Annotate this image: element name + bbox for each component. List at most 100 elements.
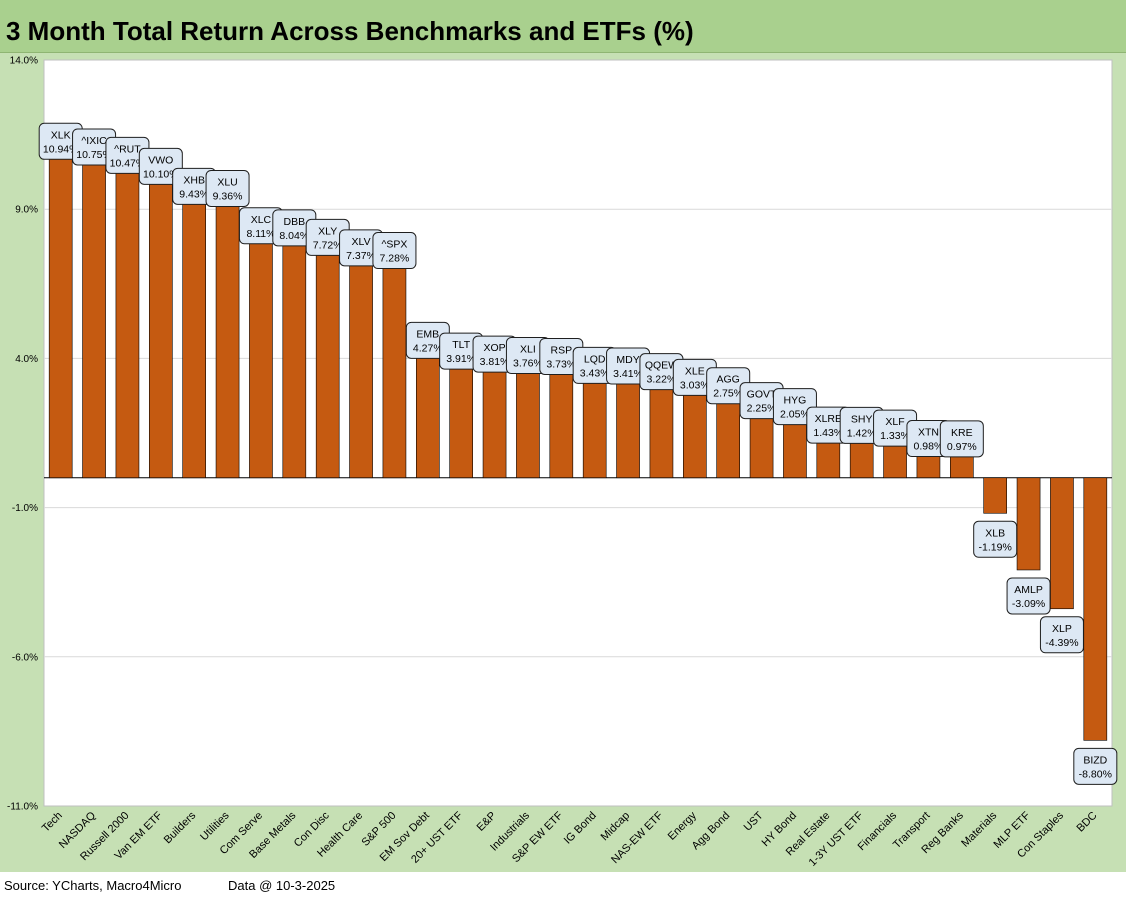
data-label: ^SPX 7.28% xyxy=(372,232,417,270)
bar xyxy=(349,257,373,479)
data-label-value: 3.22% xyxy=(647,374,677,386)
data-label-ticker: XLU xyxy=(217,176,237,188)
bar xyxy=(482,363,507,479)
data-label: XLRE 1.43% xyxy=(806,406,851,444)
bar xyxy=(1050,477,1074,610)
data-label-value: 1.33% xyxy=(880,430,910,442)
data-label-value: 10.94% xyxy=(43,143,79,155)
data-label-value: 3.81% xyxy=(480,356,510,368)
data-label: SHY 1.42% xyxy=(839,406,884,444)
bar xyxy=(48,151,73,479)
data-label: BIZD -8.80% xyxy=(1073,747,1118,785)
data-label-box xyxy=(973,520,1018,558)
data-label-ticker: DBB xyxy=(284,216,306,228)
data-label-ticker: SHY xyxy=(851,413,873,425)
data-label-ticker: RSP xyxy=(551,344,573,356)
data-label: HYG 2.05% xyxy=(772,388,817,426)
data-label: EMB 4.27% xyxy=(405,321,450,359)
data-label-value: 1.42% xyxy=(847,427,877,439)
y-tick-label: 9.0% xyxy=(15,205,38,216)
data-label-value: 7.72% xyxy=(313,239,343,251)
data-label-value: 0.97% xyxy=(947,441,977,453)
data-label: XLE 3.03% xyxy=(672,358,717,396)
data-label-ticker: XLRE xyxy=(815,413,842,425)
data-date-note: Data @ 10-3-2025 xyxy=(228,878,336,893)
data-label-value: 10.47% xyxy=(110,157,146,169)
x-tick-label: UST xyxy=(742,809,766,833)
bar xyxy=(516,365,540,479)
bar xyxy=(682,387,707,479)
data-label-ticker: XLF xyxy=(885,416,904,428)
data-label-ticker: TLT xyxy=(452,339,470,351)
data-label: AMLP -3.09% xyxy=(1006,577,1051,615)
data-label-ticker: AGG xyxy=(717,374,740,386)
data-label-ticker: LQD xyxy=(584,353,606,365)
x-tick-label: BDC xyxy=(1075,810,1100,835)
data-label: XOP 3.81% xyxy=(472,335,517,373)
data-label-value: 10.10% xyxy=(143,168,179,180)
data-label-box xyxy=(205,169,250,207)
data-label-value: 8.04% xyxy=(279,230,309,242)
data-label-box xyxy=(772,388,817,426)
bar xyxy=(282,237,307,479)
bar xyxy=(115,165,140,479)
data-label-ticker: XOP xyxy=(483,342,505,354)
data-label-value: 3.91% xyxy=(446,353,476,365)
data-label-box xyxy=(1039,616,1084,654)
data-label: KRE 0.97% xyxy=(939,420,984,458)
bar xyxy=(649,381,674,479)
data-label-value: 9.36% xyxy=(213,190,243,202)
data-label-ticker: VWO xyxy=(148,154,173,166)
x-tick-label: Midcap xyxy=(599,810,633,844)
bar xyxy=(148,176,173,479)
y-tick-label: -6.0% xyxy=(12,652,38,663)
data-label: XLC 8.11% xyxy=(238,207,283,245)
data-label-ticker: XTN xyxy=(918,427,939,439)
data-label-ticker: XLI xyxy=(520,344,536,356)
data-label: XLU 9.36% xyxy=(205,169,250,207)
data-label-value: 3.41% xyxy=(613,368,643,380)
data-label: VWO 10.10% xyxy=(138,147,183,185)
x-tick-label: Energy xyxy=(666,809,699,842)
data-label-ticker: HYG xyxy=(784,395,807,407)
data-label-ticker: XHB xyxy=(183,174,205,186)
data-label: LQD 3.43% xyxy=(572,346,617,384)
data-label-ticker: XLK xyxy=(51,129,71,141)
bar xyxy=(549,366,574,479)
data-label-value: 2.05% xyxy=(780,409,810,421)
y-tick-label: 4.0% xyxy=(15,354,38,365)
data-label: XLP -4.39% xyxy=(1039,616,1084,654)
data-label-ticker: ^SPX xyxy=(381,239,407,251)
bar xyxy=(415,350,440,479)
data-label-box xyxy=(138,147,183,185)
source-note: Source: YCharts, Macro4Micro xyxy=(4,878,182,893)
data-label: AGG 2.75% xyxy=(706,367,751,405)
y-tick-label: -1.0% xyxy=(12,503,38,514)
data-label: DBB 8.04% xyxy=(272,209,317,247)
data-label-ticker: GOVT xyxy=(747,389,777,401)
y-tick-label: 14.0% xyxy=(10,56,38,67)
data-label: XLY 7.72% xyxy=(305,218,350,256)
bar xyxy=(716,395,741,479)
data-label-ticker: MDY xyxy=(616,354,639,366)
bar xyxy=(983,477,1008,514)
data-label: TLT 3.91% xyxy=(439,332,484,370)
data-label-value: 2.25% xyxy=(747,403,777,415)
data-label-value: -4.39% xyxy=(1045,637,1078,649)
data-label-value: 1.43% xyxy=(813,427,843,439)
data-label: ^IXIC 10.75% xyxy=(72,128,117,166)
x-tick-label: E&P xyxy=(475,810,499,834)
data-label-value: -1.19% xyxy=(979,541,1012,553)
data-label-ticker: ^RUT xyxy=(114,143,141,155)
data-label-value: 8.11% xyxy=(246,228,275,240)
data-label: XTN 0.98% xyxy=(906,420,951,458)
bar xyxy=(182,196,207,479)
data-label-value: 3.76% xyxy=(513,358,543,370)
data-label-box xyxy=(1073,747,1118,785)
data-label-box xyxy=(1006,577,1051,615)
data-label-box xyxy=(372,232,417,270)
data-label-ticker: KRE xyxy=(951,427,973,439)
y-axis: 14.0% 9.0% 4.0% -1.0% -6.0% -11.0% xyxy=(7,56,38,813)
data-label-value: 7.28% xyxy=(380,253,410,265)
